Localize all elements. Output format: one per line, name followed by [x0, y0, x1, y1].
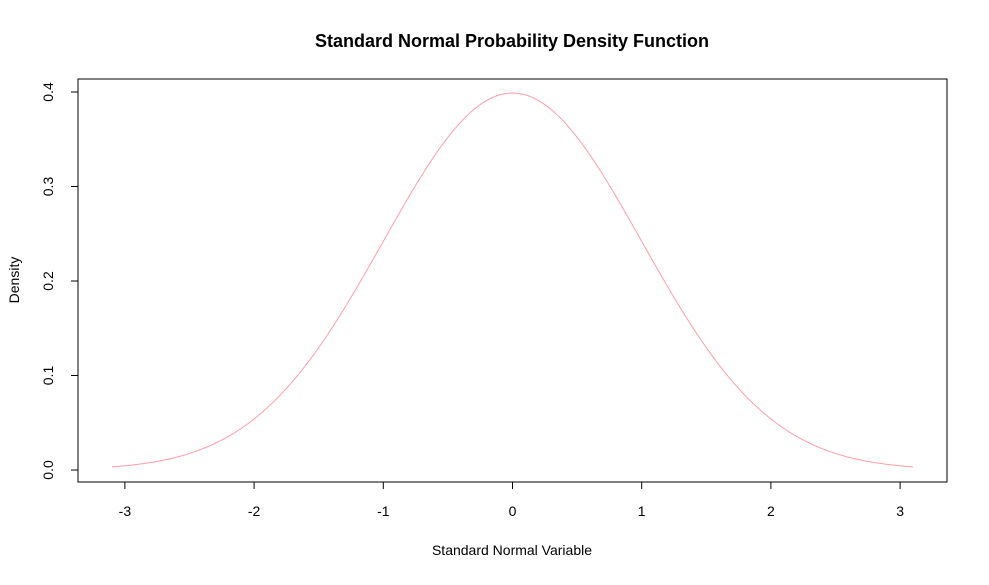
y-axis-label: Density	[6, 257, 22, 304]
y-tick-label: 0.0	[40, 460, 56, 480]
x-tick-label: -3	[119, 503, 132, 519]
y-tick-label: 0.1	[40, 366, 56, 386]
x-tick-label: 2	[767, 503, 775, 519]
x-tick-label: 3	[896, 503, 904, 519]
x-tick-label: 1	[638, 503, 646, 519]
y-tick-label: 0.4	[40, 82, 56, 102]
density-curve	[111, 92, 914, 468]
x-tick-label: 0	[509, 503, 517, 519]
plot-frame	[77, 78, 948, 483]
x-axis-label: Standard Normal Variable	[432, 542, 592, 558]
x-axis: -3 -2 -1 0 1 2 3	[119, 481, 904, 519]
x-tick-label: -2	[248, 503, 261, 519]
chart-title: Standard Normal Probability Density Func…	[315, 31, 709, 51]
series-layer	[111, 92, 914, 468]
x-tick-label: -1	[377, 503, 390, 519]
y-axis: 0.0 0.1 0.2 0.3 0.4	[40, 82, 79, 480]
y-tick-label: 0.2	[40, 271, 56, 291]
y-tick-label: 0.3	[40, 177, 56, 197]
